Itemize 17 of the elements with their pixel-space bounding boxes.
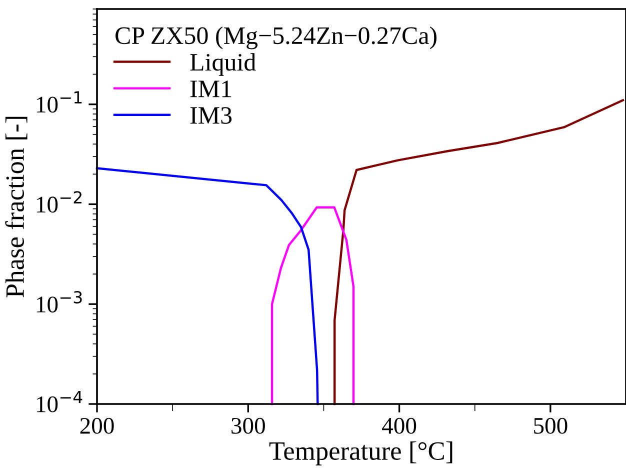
legend-title: CP ZX50 (Mg−5.24Zn−0.27Ca) [116,26,436,50]
y-tick-label: 10$^{−3}$ [37,290,82,313]
line-series [270,206,355,406]
legend-label: Liquid [190,53,256,76]
y-tick-label: 10$^{−1}$ [37,91,82,113]
x-tick-label: 300 [232,418,265,434]
y-axis-title: Phase fraction [-] [5,116,28,298]
y-tick-label: 10$^{−4}$ [37,390,82,412]
line-series [333,99,624,406]
x-axis-title: Temperature [°C] [269,441,452,466]
y-tick-label: 10$^{−2}$ [37,191,82,213]
x-tick-label: 400 [382,418,416,434]
legend-label: IM3 [190,107,232,124]
x-tick-label: 500 [534,418,568,434]
x-tick-label: 200 [80,418,114,434]
line-series [96,167,319,406]
legend-label: IM1 [190,80,232,98]
